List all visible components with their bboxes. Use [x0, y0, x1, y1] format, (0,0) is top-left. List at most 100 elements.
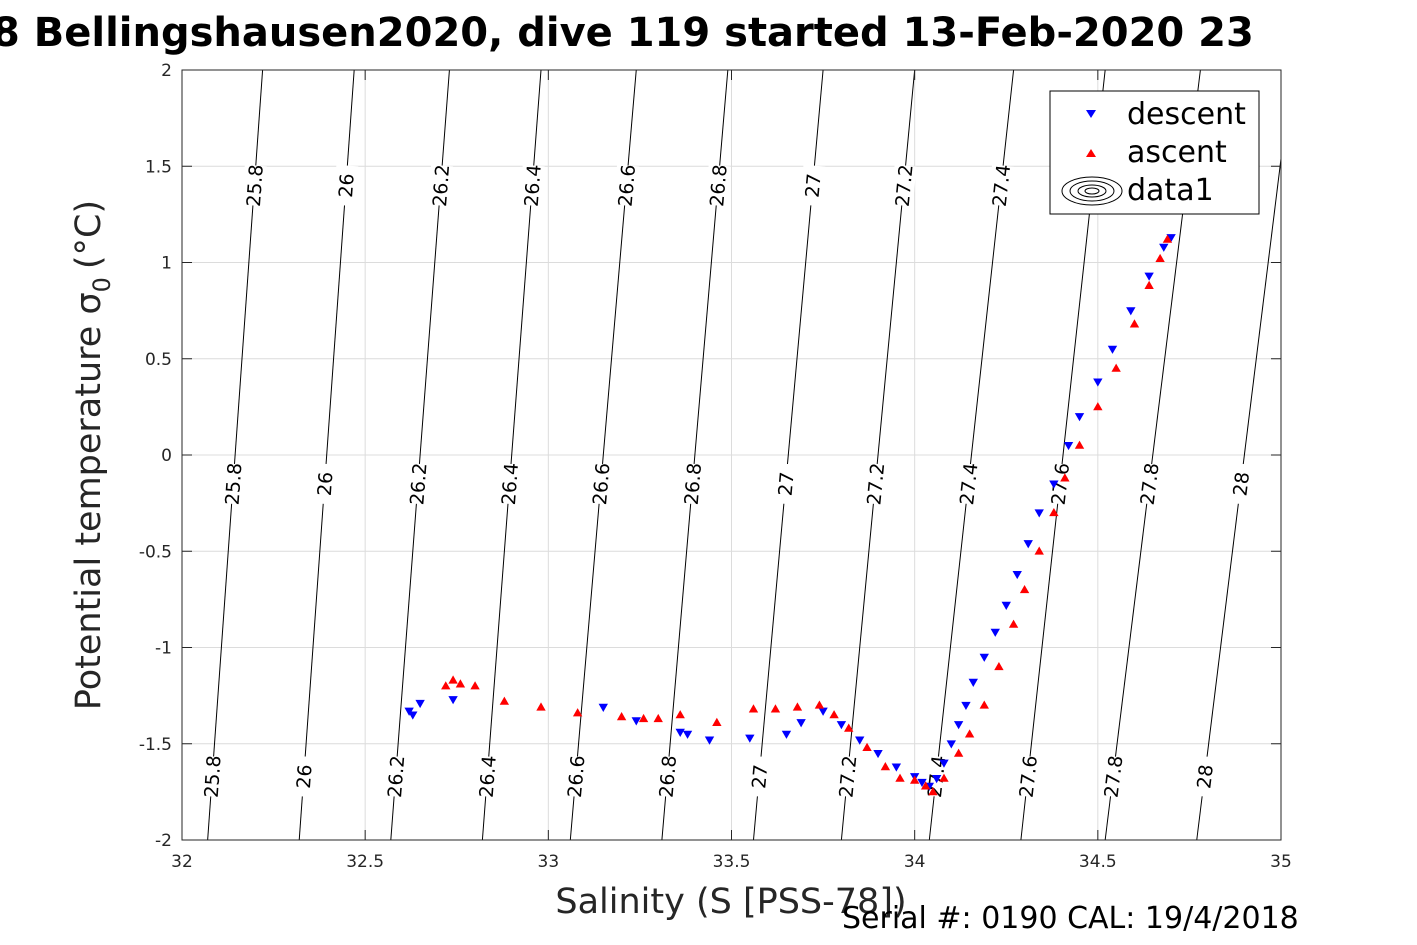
y-tick-label: -1.5 — [139, 735, 172, 755]
descent-marker — [682, 730, 693, 739]
contour-label: 28 — [1229, 471, 1254, 498]
contour-label: 26.8 — [706, 164, 732, 208]
legend-label: ascent — [1127, 135, 1227, 170]
contour-label: 25.8 — [201, 755, 226, 799]
descent-marker — [415, 699, 425, 709]
ascent-marker — [862, 742, 872, 751]
legend-descent-marker — [1086, 110, 1096, 118]
contour-label: 27.2 — [892, 163, 918, 207]
y-tick-label: -2 — [155, 831, 172, 851]
contour-label-bg — [312, 463, 338, 505]
legend-contour-ring — [1077, 184, 1107, 198]
ascent-marker — [1060, 473, 1070, 482]
contour-label: 27 — [748, 764, 772, 790]
data-points — [404, 234, 1176, 796]
contour-label: 27.6 — [1016, 754, 1042, 798]
y-axis-label-main: Potential temperature σ — [69, 292, 109, 710]
ascent-marker — [1049, 507, 1059, 517]
contour-label-bg — [772, 462, 799, 505]
ascent-marker — [616, 711, 627, 721]
contour-label: 26.8 — [656, 755, 682, 799]
descent-marker — [855, 736, 865, 745]
x-tick-label: 33 — [538, 852, 560, 872]
ascent-marker — [1162, 234, 1173, 243]
descent-marker — [675, 728, 685, 738]
legend-box — [1049, 90, 1260, 215]
contour-label-bg — [291, 755, 317, 798]
descent-marker — [990, 628, 1000, 637]
ascent-marker — [814, 700, 825, 709]
descent-marker — [1074, 413, 1085, 422]
ascent-marker — [920, 781, 931, 790]
contour-label: 27.4 — [956, 462, 982, 506]
x-tick-label: 33.5 — [713, 852, 751, 872]
descent-marker — [1093, 378, 1103, 387]
contour-label: 26 — [335, 173, 359, 199]
contour-label-bg — [1227, 462, 1255, 506]
contour-label: 25.8 — [222, 462, 247, 506]
contour-label-bg — [588, 463, 614, 505]
descent-marker — [631, 717, 641, 726]
contour-label: 26.6 — [615, 164, 641, 208]
ascent-marker — [653, 713, 663, 723]
descent-marker — [745, 734, 755, 743]
ascent-marker — [939, 773, 949, 782]
descent-marker — [781, 730, 792, 739]
ascent-marker — [1093, 402, 1103, 411]
contour-label: 26.4 — [521, 164, 546, 208]
serial-calibration-text: Serial #: 0190 CAL: 19/4/2018 — [842, 901, 1299, 936]
x-tick-label: 32.5 — [346, 852, 384, 872]
contour-label-bg — [1099, 755, 1127, 798]
descent-marker — [891, 763, 902, 772]
legend-label: data1 — [1127, 173, 1214, 208]
descent-marker — [1023, 540, 1033, 549]
descent-marker — [1159, 243, 1169, 252]
descent-marker — [408, 711, 418, 720]
ascent-marker — [829, 710, 839, 719]
contour-label-bg — [862, 462, 889, 505]
contour-label-bg — [746, 755, 772, 798]
y-axis-label-subscript: 0 — [88, 277, 116, 292]
contour-label-bg — [890, 164, 917, 207]
ascent-marker — [1144, 280, 1154, 289]
contour-label-bg — [333, 164, 359, 207]
contour-label-bg — [497, 463, 522, 505]
x-axis-label: Salinity (S [PSS-78]) — [555, 882, 906, 922]
contour-label: 27.8 — [1100, 754, 1127, 799]
descent-marker — [946, 740, 956, 749]
contour-label-bg — [199, 755, 225, 798]
y-tick-label: 2 — [161, 61, 172, 81]
descent-marker — [1144, 272, 1154, 281]
contour-label: 26.4 — [476, 755, 501, 799]
contour-label: 27.4 — [989, 163, 1015, 207]
descent-marker — [873, 749, 883, 759]
contour-label-bg — [613, 164, 640, 207]
contour-label-bg — [705, 164, 731, 207]
descent-marker — [1063, 441, 1074, 451]
contour-label-bg — [955, 462, 982, 505]
axes: 32 32.5 33 33.5 34 34.5 35 -2 -1.5 -1 -0.5 0 0.5 1 1.5… — [139, 61, 1292, 872]
contour-label: 28 — [1193, 763, 1218, 790]
legend-label: descent — [1127, 97, 1246, 132]
legend-contour-ring — [1069, 180, 1115, 202]
contour-label: 26.8 — [681, 462, 707, 506]
contour-label-bg — [1135, 462, 1163, 506]
ascent-marker — [1034, 546, 1044, 555]
contour-label: 26.6 — [564, 755, 590, 799]
y-tick-label: -1 — [155, 639, 172, 659]
x-tick-label: 34.5 — [1079, 852, 1117, 872]
contour-label-bg — [1046, 462, 1073, 505]
legend-contour-icon — [1061, 176, 1123, 206]
contour-label: 26 — [314, 471, 338, 497]
contour-label-bg — [383, 755, 409, 798]
ascent-marker — [448, 675, 458, 684]
ascent-marker — [499, 696, 510, 705]
contour-label-bg — [654, 755, 681, 798]
contour-label-bg — [428, 164, 454, 207]
ascent-marker — [979, 700, 989, 709]
contour-label: 27 — [775, 471, 799, 497]
descent-marker — [704, 736, 715, 745]
ascent-marker — [909, 775, 920, 784]
descent-marker — [1012, 570, 1022, 580]
